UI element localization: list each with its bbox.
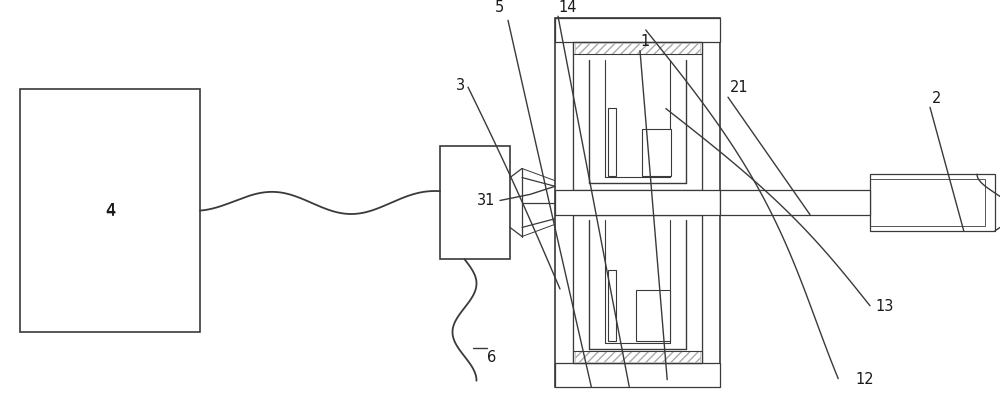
Bar: [575, 351, 700, 362]
Bar: [559, 20, 716, 38]
Bar: [870, 179, 985, 226]
Bar: [557, 42, 573, 363]
Bar: [671, 223, 684, 341]
Text: 1: 1: [640, 34, 649, 49]
Bar: [688, 217, 700, 351]
Text: 14: 14: [558, 0, 576, 15]
Bar: [20, 89, 200, 332]
Bar: [590, 62, 603, 175]
Bar: [440, 146, 510, 259]
Bar: [575, 217, 587, 351]
Bar: [870, 174, 995, 231]
Text: 5: 5: [495, 0, 504, 15]
Bar: [555, 190, 720, 215]
Bar: [573, 42, 702, 190]
Bar: [688, 56, 700, 188]
Bar: [590, 223, 603, 341]
Bar: [720, 190, 870, 215]
Text: 3: 3: [456, 77, 465, 93]
Bar: [555, 363, 720, 387]
Bar: [573, 42, 702, 54]
Text: 31: 31: [477, 193, 495, 208]
Bar: [575, 43, 700, 54]
Bar: [575, 56, 587, 188]
Text: 2: 2: [932, 91, 941, 106]
Bar: [642, 129, 671, 176]
Bar: [559, 365, 716, 384]
Text: 4: 4: [105, 203, 115, 218]
Bar: [573, 215, 702, 363]
Bar: [573, 351, 702, 363]
Bar: [608, 108, 616, 176]
Text: 4: 4: [105, 202, 115, 220]
Text: 12: 12: [855, 372, 874, 388]
Bar: [555, 18, 720, 42]
Bar: [555, 18, 720, 387]
Text: 6: 6: [487, 350, 496, 365]
Bar: [702, 42, 718, 363]
Text: 13: 13: [875, 299, 893, 315]
Bar: [636, 290, 670, 341]
Bar: [608, 271, 616, 341]
Bar: [671, 62, 684, 175]
Text: 21: 21: [730, 80, 749, 95]
